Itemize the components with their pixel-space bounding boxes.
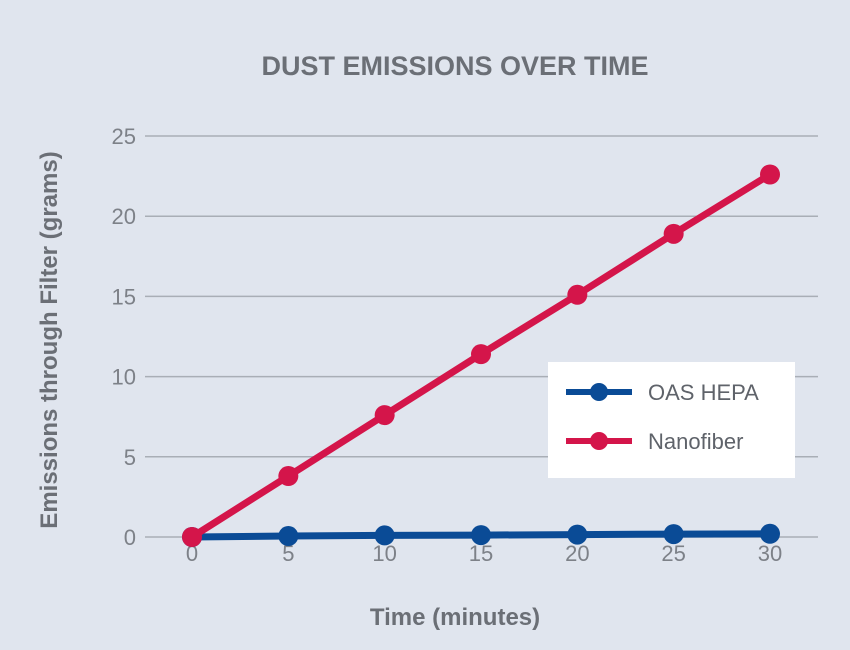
data-point-nanofiber <box>567 284 588 305</box>
data-point-oas-hepa <box>760 523 780 544</box>
legend-marker-nanofiber <box>590 432 608 450</box>
legend-label-nanofiber: Nanofiber <box>648 429 743 454</box>
data-point-nanofiber <box>278 466 299 487</box>
y-tick-label: 25 <box>112 124 136 149</box>
x-axis-ticks: 0 5 10 15 20 25 30 <box>186 541 782 566</box>
x-tick-label: 5 <box>282 541 294 566</box>
y-axis-title: Emissions through Filter (grams) <box>36 151 63 528</box>
x-tick-label: 25 <box>661 541 685 566</box>
legend-label-oas-hepa: OAS HEPA <box>648 380 759 405</box>
data-point-nanofiber <box>760 164 780 185</box>
series-oas-hepa <box>182 523 780 547</box>
x-tick-label: 20 <box>565 541 589 566</box>
legend-marker-oas-hepa <box>590 383 608 401</box>
data-point-nanofiber <box>182 527 202 547</box>
series-layer <box>182 164 780 547</box>
x-tick-label: 15 <box>469 541 493 566</box>
legend-box <box>548 362 795 478</box>
legend: OAS HEPA Nanofiber <box>548 362 795 478</box>
data-point-oas-hepa <box>471 525 491 546</box>
y-tick-label: 20 <box>112 204 136 229</box>
y-tick-label: 15 <box>112 284 136 309</box>
y-tick-label: 10 <box>112 365 136 390</box>
data-point-nanofiber <box>471 344 491 365</box>
series-nanofiber <box>182 164 780 547</box>
y-tick-label: 5 <box>124 445 136 470</box>
chart-title: DUST EMISSIONS OVER TIME <box>261 51 648 81</box>
data-point-oas-hepa <box>663 524 684 545</box>
data-point-oas-hepa <box>567 524 588 545</box>
data-point-nanofiber <box>374 405 395 426</box>
x-tick-label: 0 <box>186 541 198 566</box>
y-tick-label: 0 <box>124 525 136 550</box>
x-tick-label: 30 <box>758 541 782 566</box>
y-axis-ticks: 0 5 10 15 20 25 <box>112 124 136 550</box>
data-point-nanofiber <box>663 223 684 244</box>
x-axis-title: Time (minutes) <box>370 604 540 631</box>
data-point-oas-hepa <box>374 525 395 546</box>
data-point-oas-hepa <box>278 526 299 547</box>
